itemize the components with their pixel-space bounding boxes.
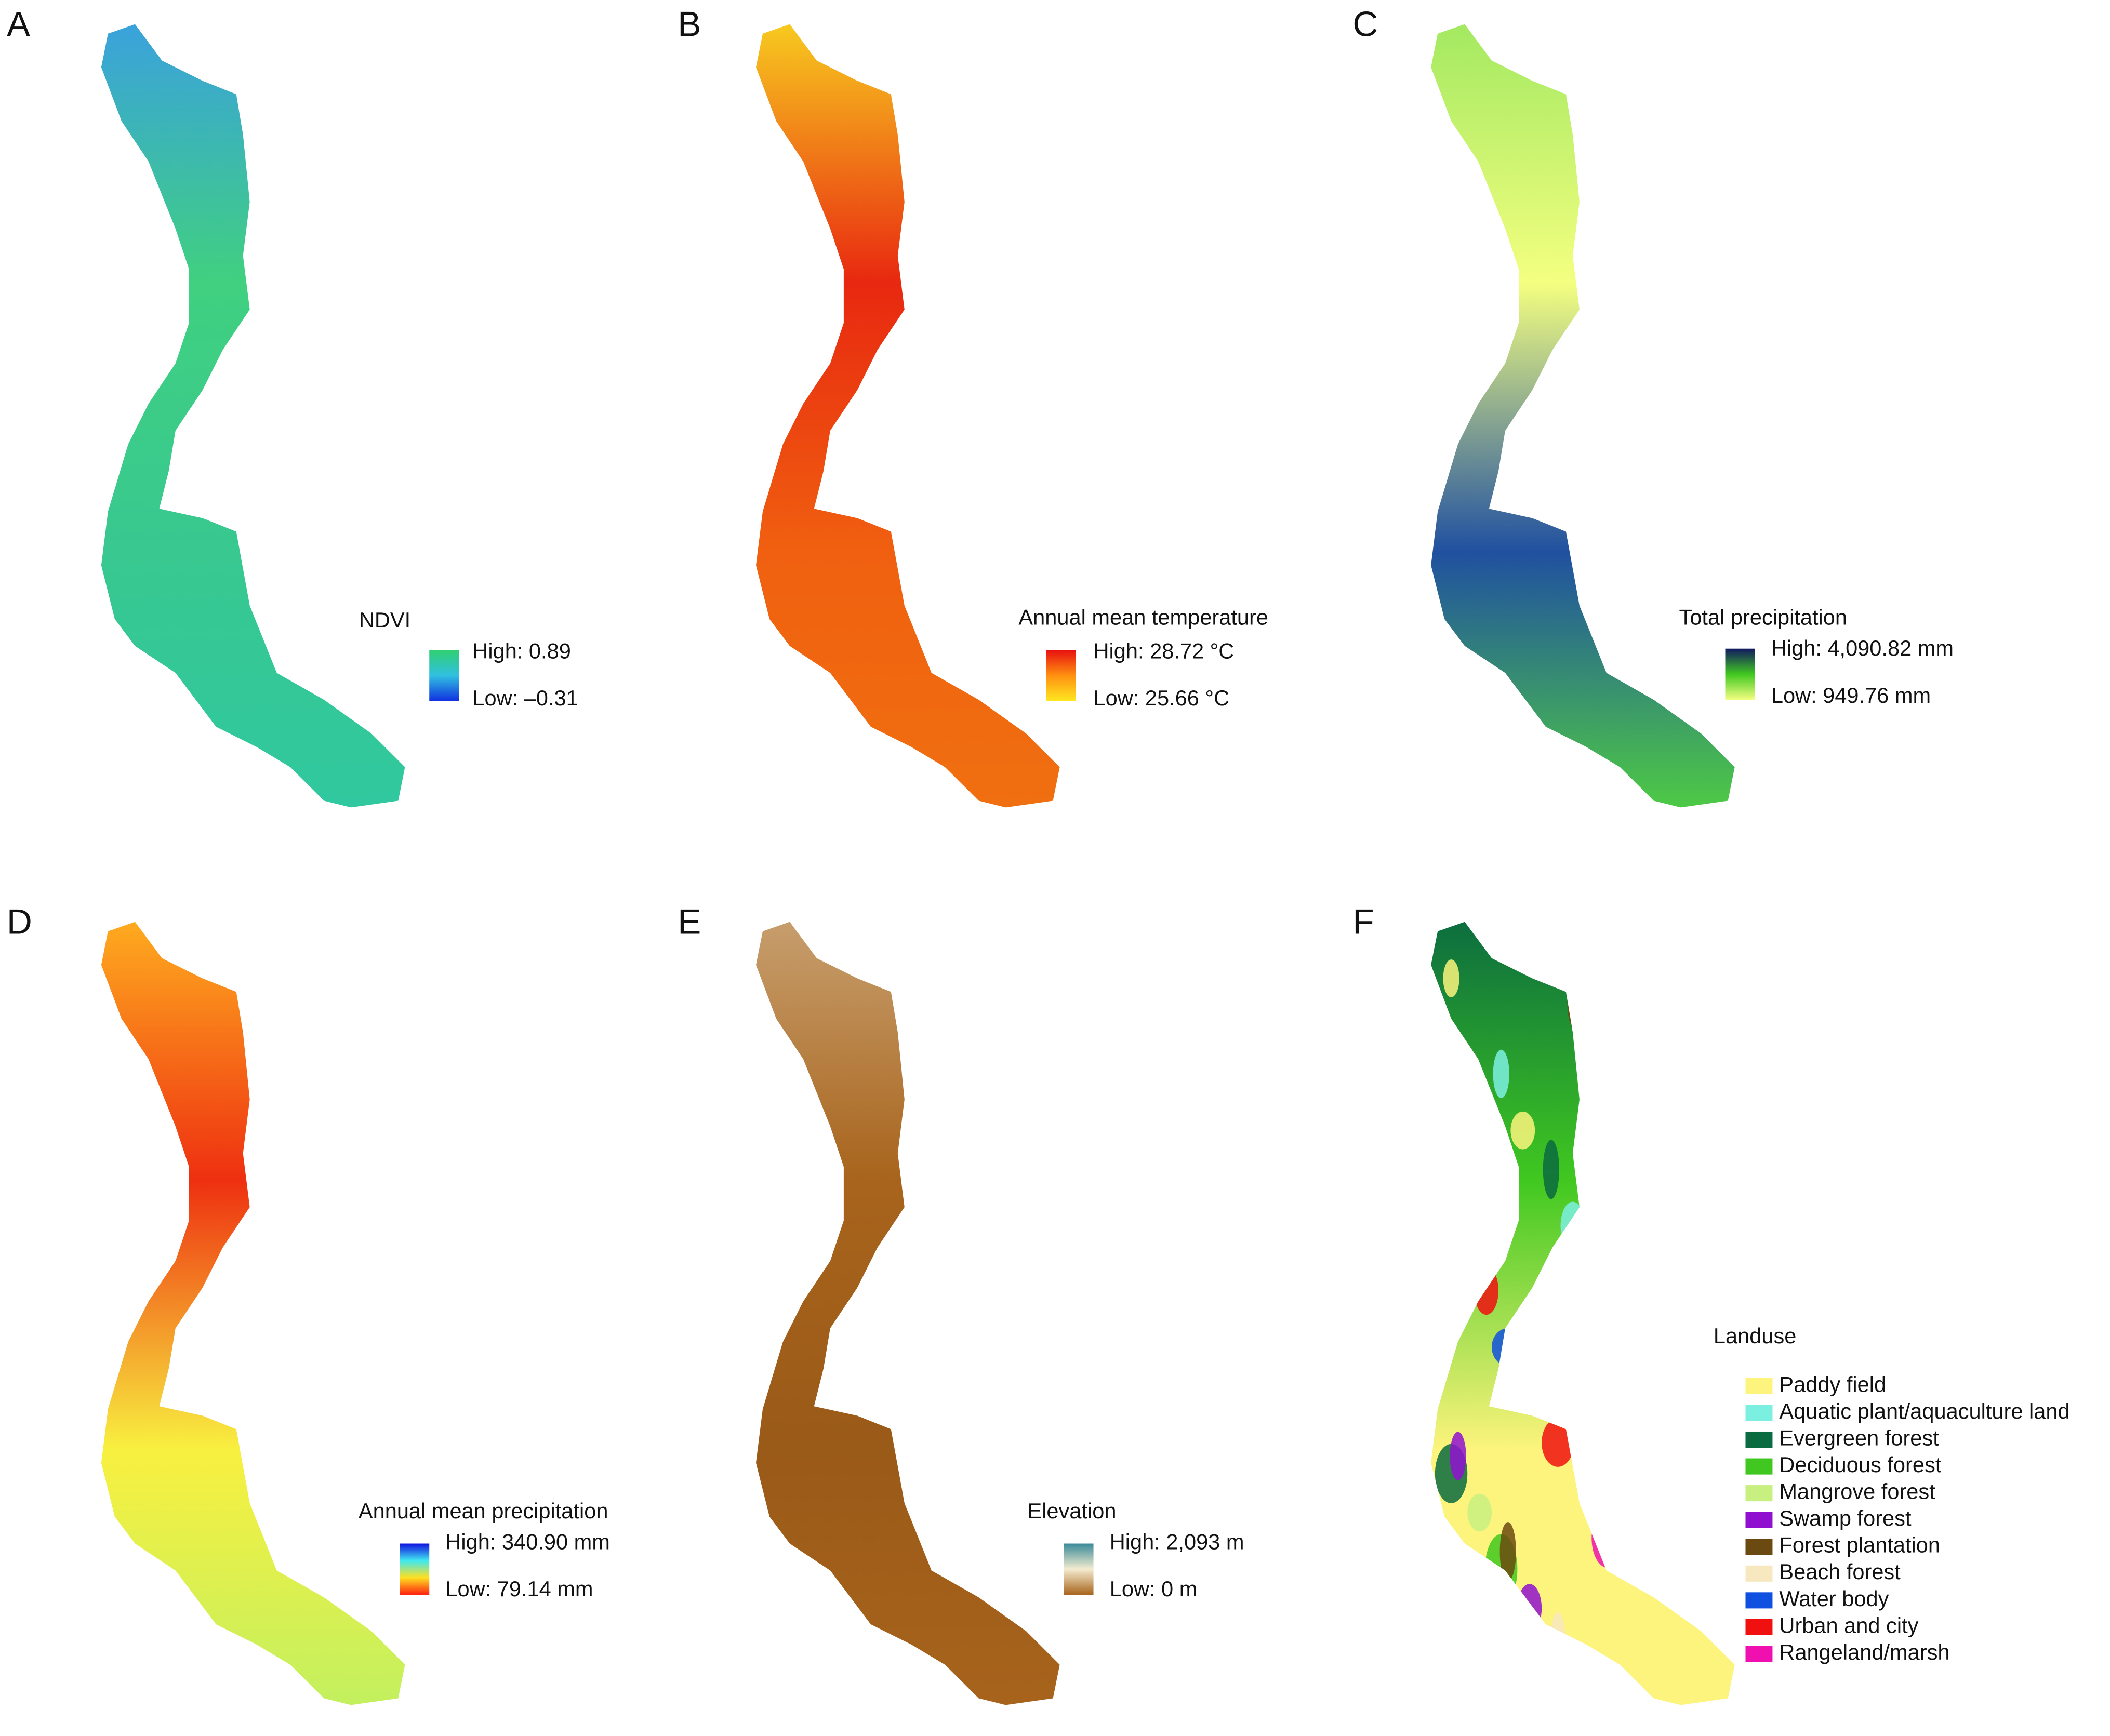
- legend-swatch: [1745, 1512, 1773, 1528]
- color-bar: [1064, 1543, 1094, 1595]
- landuse-patch: [1650, 1114, 1666, 1163]
- landuse-patch: [1543, 1140, 1559, 1199]
- legend-swatch: [1745, 1619, 1773, 1635]
- map: [101, 24, 405, 808]
- map: [755, 24, 1060, 808]
- panel-label: C: [1352, 5, 1378, 44]
- landuse-patch: [1474, 1266, 1499, 1315]
- landuse-patch: [1467, 1493, 1492, 1532]
- landuse-patch: [1535, 1646, 1568, 1684]
- landuse-patch: [1667, 1176, 1692, 1214]
- legend-high: High: 340.90 mm: [445, 1530, 609, 1554]
- legend-swatch: [1745, 1592, 1773, 1609]
- landuse-patch: [1517, 1584, 1542, 1633]
- landuse-patch: [1443, 959, 1459, 997]
- landuse-patch: [1567, 974, 1592, 1034]
- legend-swatch: [1745, 1431, 1773, 1448]
- map-fill: [1431, 922, 1735, 1705]
- panel-label: F: [1352, 903, 1374, 942]
- legend-title: Total precipitation: [1679, 605, 1847, 630]
- legend-item: Forest plantation: [1779, 1533, 1940, 1557]
- legend-item: Evergreen forest: [1779, 1426, 1939, 1450]
- legend-swatch: [1745, 1565, 1773, 1582]
- legend-low: Low: 949.76 mm: [1771, 683, 1931, 707]
- landuse-patch: [1524, 1356, 1549, 1416]
- landuse-patch: [1510, 1111, 1535, 1150]
- map: [1431, 24, 1735, 808]
- landuse-patch: [1660, 1382, 1685, 1452]
- landuse-patch: [1643, 1341, 1660, 1380]
- landuse-patch: [1493, 1049, 1509, 1099]
- legend-high: High: 2,093 m: [1110, 1530, 1244, 1554]
- legend-item: Swamp forest: [1779, 1506, 1912, 1530]
- legend-title: Landuse: [1714, 1324, 1796, 1348]
- legend-item: Aquatic plant/aquaculture land: [1779, 1399, 2069, 1423]
- legend-swatch: [1745, 1405, 1773, 1421]
- legend-swatch: [1745, 1378, 1773, 1394]
- map-fill: [755, 24, 1060, 808]
- legend-swatch: [1745, 1458, 1773, 1475]
- legend-swatch: [1745, 1646, 1773, 1662]
- legend-item: Beach forest: [1779, 1559, 1901, 1584]
- legend-title: Annual mean temperature: [1018, 605, 1268, 630]
- legend-item: Deciduous forest: [1779, 1452, 1941, 1477]
- legend-swatch: [1745, 1539, 1773, 1555]
- landuse-patch: [1560, 1201, 1585, 1250]
- landuse-patch: [1499, 1522, 1516, 1582]
- legend-item: Rangeland/marsh: [1779, 1640, 1949, 1664]
- legend-low: Low: 0 m: [1110, 1577, 1198, 1601]
- landuse-patch: [1591, 1508, 1624, 1568]
- legend-item: Paddy field: [1779, 1372, 1886, 1396]
- landuse-patch: [1599, 1024, 1616, 1062]
- legend-title: Elevation: [1027, 1499, 1116, 1523]
- legend-high: High: 28.72 °C: [1094, 638, 1235, 663]
- legend-high: High: 4,090.82 mm: [1771, 636, 1954, 660]
- legend-high: High: 0.89: [472, 638, 570, 663]
- map-fill: [1431, 24, 1735, 808]
- map: [101, 922, 405, 1705]
- legend-item: Urban and city: [1779, 1613, 1918, 1637]
- legend-item: Mangrove forest: [1779, 1479, 1935, 1504]
- map: [755, 922, 1060, 1705]
- landuse-patch: [1593, 1230, 1610, 1300]
- legend-low: Low: 79.14 mm: [445, 1577, 593, 1601]
- color-bar: [429, 650, 459, 701]
- landuse-patch: [1617, 1064, 1642, 1134]
- landuse-patch: [1628, 1354, 1661, 1403]
- map-fill: [101, 922, 405, 1705]
- legend-low: Low: 25.66 °C: [1094, 686, 1230, 710]
- landuse-patch: [1492, 1328, 1524, 1366]
- map-fill: [755, 922, 1060, 1705]
- color-bar: [1725, 648, 1755, 700]
- landuse-patch: [1585, 1036, 1617, 1085]
- color-bar: [1046, 650, 1076, 701]
- panel-label: A: [7, 5, 30, 44]
- legend-item: Water body: [1779, 1586, 1889, 1611]
- color-bar: [400, 1543, 430, 1595]
- legend-title: NDVI: [359, 608, 410, 632]
- landuse-patch: [1610, 1292, 1635, 1352]
- landuse-patch: [1635, 1126, 1667, 1186]
- panel-label: B: [678, 5, 701, 44]
- landuse-patch: [1542, 1418, 1574, 1467]
- landuse-patch: [1456, 1204, 1473, 1264]
- legend-swatch: [1745, 1485, 1773, 1502]
- landuse-patch: [1578, 1263, 1611, 1302]
- landuse-patch: [1549, 1612, 1566, 1682]
- panel-label: D: [7, 903, 32, 942]
- panel-label: E: [678, 903, 701, 942]
- legend-low: Low: –0.31: [472, 686, 578, 710]
- map: [1431, 922, 1735, 1705]
- map-fill: [101, 24, 405, 808]
- legend-title: Annual mean precipitation: [359, 1499, 608, 1523]
- landuse-patch: [1441, 1216, 1475, 1287]
- landuse-patch: [1450, 1432, 1466, 1480]
